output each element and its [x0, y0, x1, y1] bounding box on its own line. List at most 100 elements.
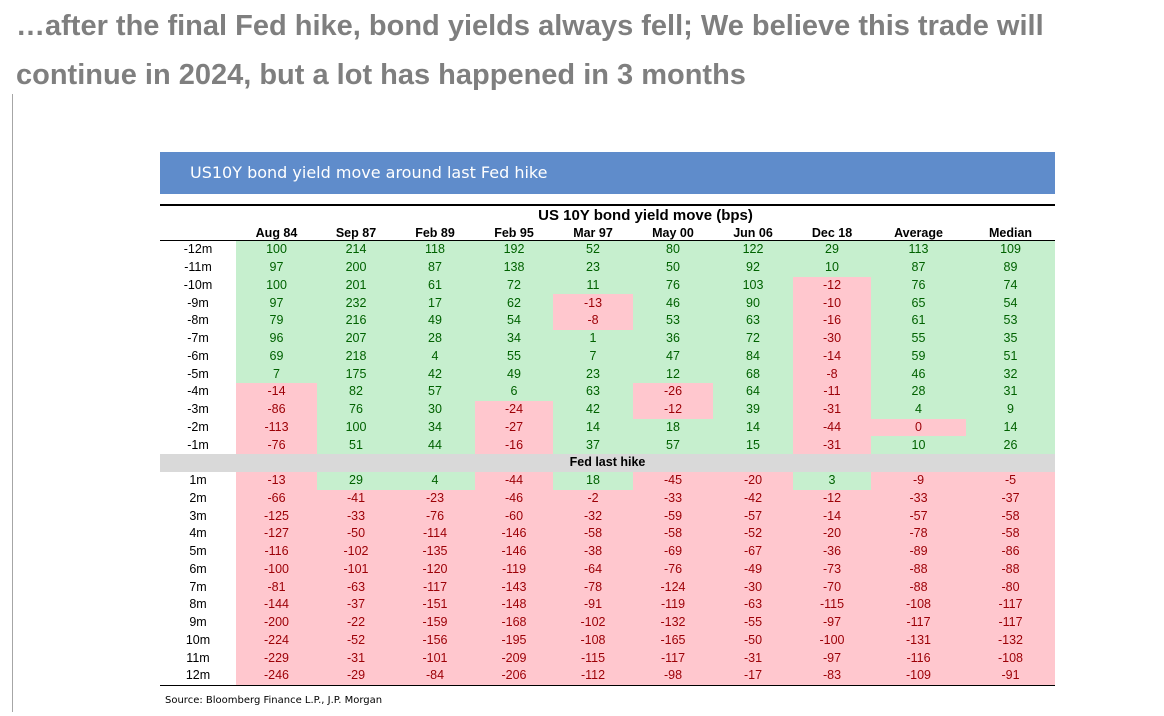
table-cell: 17 [395, 294, 475, 312]
table-row: 12m -246 -29 -84 -206 -112 -98 -17 -83 -109 -91 [160, 667, 1055, 686]
table-cell: -116 [236, 542, 317, 561]
fed-hike-divider-row: Fed last hike [160, 454, 1055, 472]
table-row: 9m -200 -22 -159 -168 -102 -132 -55 -97 -117 -117 [160, 613, 1055, 632]
table-cell: 10 [871, 436, 966, 454]
table-cell: 87 [871, 258, 966, 277]
table-cell: 53 [633, 312, 713, 330]
table-cell: 42 [553, 400, 633, 419]
table-cell: 46 [633, 294, 713, 312]
table-cell: -206 [475, 667, 553, 686]
table-cell: -78 [871, 525, 966, 543]
table-cell: -119 [475, 560, 553, 579]
row-label: -9m [187, 295, 209, 310]
table-cell: 103 [713, 276, 793, 295]
table-cell: 35 [966, 329, 1055, 348]
row-label: 5m [189, 544, 207, 559]
column-header-row: Aug 84 Sep 87 Feb 89 Feb 95 Mar 97 May 00 Jun … [160, 226, 1055, 241]
table-cell: -135 [395, 542, 475, 561]
table-row: -1m -76 51 44 -16 37 57 15 -31 10 26 [160, 436, 1055, 454]
table-row: 7m -81 -63 -117 -143 -78 -124 -30 -70 -88 -80 [160, 578, 1055, 596]
table-row: -7m 96 207 28 34 1 36 72 -30 55 35 [160, 329, 1055, 348]
table-cell: -16 [793, 312, 871, 330]
table-cell: -100 [793, 631, 871, 650]
table-cell: -57 [713, 507, 793, 525]
table-cell: 97 [236, 258, 317, 277]
table-cell: 122 [713, 240, 793, 259]
table-cell: -108 [966, 649, 1055, 667]
table-cell: -156 [395, 631, 475, 650]
table-body: -12m 100 214 118 192 52 80 122 29 113 109 -11m 97 200… [160, 240, 1055, 686]
table-cell: -22 [317, 613, 395, 632]
table-cell: 14 [713, 418, 793, 437]
table-cell: 76 [317, 400, 395, 419]
table-cell: 232 [317, 294, 395, 312]
table-cell: -44 [475, 471, 553, 490]
table-cell: -29 [317, 667, 395, 686]
table-cell: 109 [966, 240, 1055, 259]
table-cell: 47 [633, 347, 713, 366]
table-cell: -144 [236, 596, 317, 614]
table-cell: -63 [713, 596, 793, 614]
table-cell: 28 [871, 383, 966, 401]
table-cell: -108 [871, 596, 966, 614]
table-cell: 39 [713, 400, 793, 419]
table-cell: 4 [395, 347, 475, 366]
table-cell: 201 [317, 276, 395, 295]
table-cell: 34 [395, 418, 475, 437]
table-cell: 69 [236, 347, 317, 366]
table-title: US 10Y bond yield move (bps) [538, 207, 753, 224]
yield-move-table: US 10Y bond yield move (bps) Aug 84 Sep 8… [160, 204, 1055, 686]
table-cell: 4 [395, 471, 475, 490]
table-cell: -124 [633, 578, 713, 596]
table-cell: -31 [793, 400, 871, 419]
table-cell: -224 [236, 631, 317, 650]
row-label: -1m [187, 437, 209, 452]
table-cell: -91 [966, 667, 1055, 686]
table-cell: 76 [633, 276, 713, 295]
table-cell: 79 [236, 312, 317, 330]
table-cell: -159 [395, 613, 475, 632]
table-cell: 51 [966, 347, 1055, 366]
row-label: -3m [187, 402, 209, 417]
table-cell: -20 [793, 525, 871, 543]
table-cell: -200 [236, 613, 317, 632]
table-row: 6m -100 -101 -120 -119 -64 -76 -49 -73 -88 -88 [160, 560, 1055, 579]
table-cell: 218 [317, 347, 395, 366]
table-row: -5m 7 175 42 49 23 12 68 -8 46 32 [160, 365, 1055, 383]
table-cell: -17 [713, 667, 793, 686]
table-cell: -115 [553, 649, 633, 667]
table-cell: -57 [871, 507, 966, 525]
table-cell: 72 [713, 329, 793, 348]
table-cell: -49 [713, 560, 793, 579]
row-label: 9m [189, 615, 207, 630]
table-cell: -117 [966, 613, 1055, 632]
table-cell: 55 [871, 329, 966, 348]
table-cell: 214 [317, 240, 395, 259]
row-label: -6m [187, 348, 209, 363]
table-row: 1m -13 29 4 -44 18 -45 -20 3 -9 -5 [160, 471, 1055, 490]
table-cell: -132 [966, 631, 1055, 650]
table-cell: -58 [633, 525, 713, 543]
table-cell: -37 [966, 489, 1055, 508]
table-cell: -36 [793, 542, 871, 561]
row-label: -4m [187, 384, 209, 399]
table-cell: 29 [317, 471, 395, 490]
table-row: -3m -86 76 30 -24 42 -12 39 -31 4 9 [160, 400, 1055, 419]
table-cell: -13 [236, 471, 317, 490]
table-cell: 207 [317, 329, 395, 348]
table-cell: -8 [793, 365, 871, 383]
table-cell: 11 [553, 276, 633, 295]
row-label: 10m [185, 632, 211, 647]
table-cell: 6 [475, 383, 553, 401]
table-cell: 12 [633, 365, 713, 383]
table-cell: 89 [966, 258, 1055, 277]
table-cell: -114 [395, 525, 475, 543]
row-label: -10m [183, 277, 213, 292]
table-cell: -125 [236, 507, 317, 525]
table-cell: 57 [633, 436, 713, 454]
table-row: -4m -14 82 57 6 63 -26 64 -11 28 31 [160, 383, 1055, 401]
table-cell: -76 [236, 436, 317, 454]
table-cell: 23 [553, 258, 633, 277]
table-cell: -70 [793, 578, 871, 596]
table-cell: -76 [395, 507, 475, 525]
